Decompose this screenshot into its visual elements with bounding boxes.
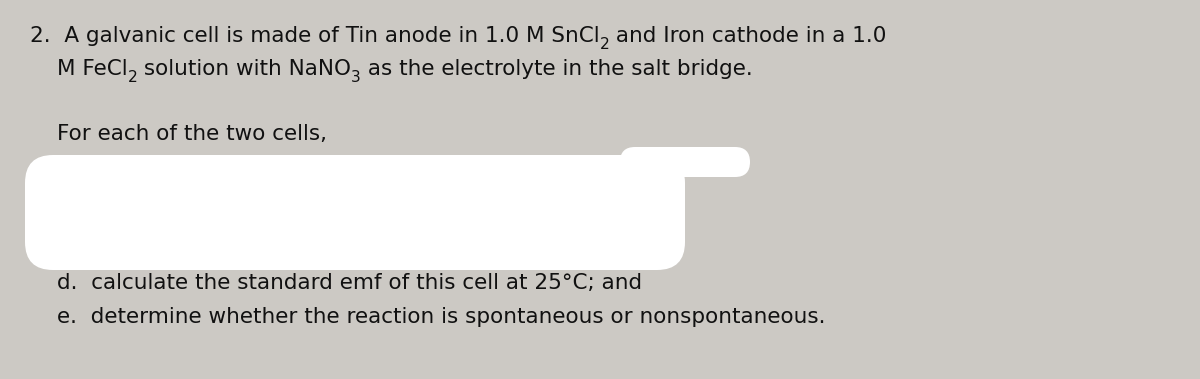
FancyBboxPatch shape <box>620 147 750 177</box>
Text: and Iron cathode in a 1.0: and Iron cathode in a 1.0 <box>610 26 887 46</box>
Text: 2.  A galvanic cell is made of Tin anode in 1.0 M SnCl: 2. A galvanic cell is made of Tin anode … <box>30 26 600 46</box>
Text: solution with NaNO: solution with NaNO <box>137 59 352 79</box>
Text: 2: 2 <box>600 37 610 52</box>
Text: M FeCl: M FeCl <box>58 59 127 79</box>
FancyBboxPatch shape <box>25 155 685 270</box>
Text: as the electrolyte in the salt bridge.: as the electrolyte in the salt bridge. <box>361 59 752 79</box>
Text: 2: 2 <box>127 70 137 85</box>
Text: e.  determine whether the reaction is spontaneous or nonspontaneous.: e. determine whether the reaction is spo… <box>58 307 826 327</box>
Text: 3: 3 <box>352 70 361 85</box>
Text: For each of the two cells,: For each of the two cells, <box>58 124 326 144</box>
Text: d.  calculate the standard emf of this cell at 25°C; and: d. calculate the standard emf of this ce… <box>58 273 642 293</box>
